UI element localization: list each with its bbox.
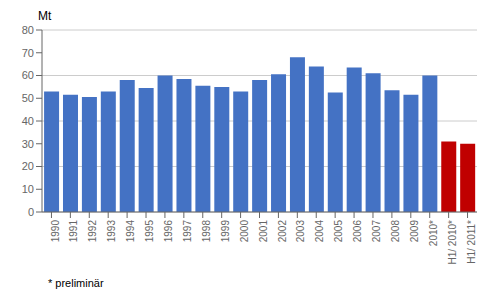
svg-text:60: 60	[22, 69, 34, 81]
svg-text:50: 50	[22, 92, 34, 104]
svg-text:2009: 2009	[409, 220, 420, 243]
html-text:Mt: Mt	[38, 9, 52, 23]
svg-text:2000: 2000	[239, 220, 250, 243]
svg-text:1995: 1995	[144, 220, 155, 243]
svg-text:20: 20	[22, 160, 34, 172]
svg-text:1999: 1999	[220, 220, 231, 243]
svg-text:2008: 2008	[390, 220, 401, 243]
svg-text:30: 30	[22, 138, 34, 150]
svg-text:2002: 2002	[277, 220, 288, 243]
html-text:* preliminär: * preliminär	[48, 277, 104, 289]
svg-text:1993: 1993	[106, 220, 117, 243]
svg-text:2005: 2005	[333, 220, 344, 243]
svg-text:2004: 2004	[314, 220, 325, 243]
svg-text:40: 40	[22, 115, 34, 127]
svg-text:1998: 1998	[201, 220, 212, 243]
svg-text:H1/ 2011*: H1/ 2011*	[466, 220, 477, 264]
svg-text:80: 80	[22, 24, 34, 36]
svg-text:1990: 1990	[50, 220, 61, 243]
svg-text:H1/ 2010*: H1/ 2010*	[447, 220, 458, 265]
svg-text:0: 0	[28, 206, 34, 218]
svg-text:1991: 1991	[68, 220, 79, 243]
svg-text:1996: 1996	[163, 220, 174, 243]
svg-text:70: 70	[22, 47, 34, 59]
svg-text:1997: 1997	[182, 220, 193, 243]
svg-text:2001: 2001	[258, 220, 269, 243]
svg-text:2006: 2006	[352, 220, 363, 243]
svg-text:1994: 1994	[125, 220, 136, 243]
svg-text:10: 10	[22, 183, 34, 195]
svg-text:2007: 2007	[371, 220, 382, 243]
svg-text:1992: 1992	[87, 220, 98, 243]
svg-text:2003: 2003	[295, 220, 306, 243]
svg-text:2010*: 2010*	[428, 220, 439, 246]
